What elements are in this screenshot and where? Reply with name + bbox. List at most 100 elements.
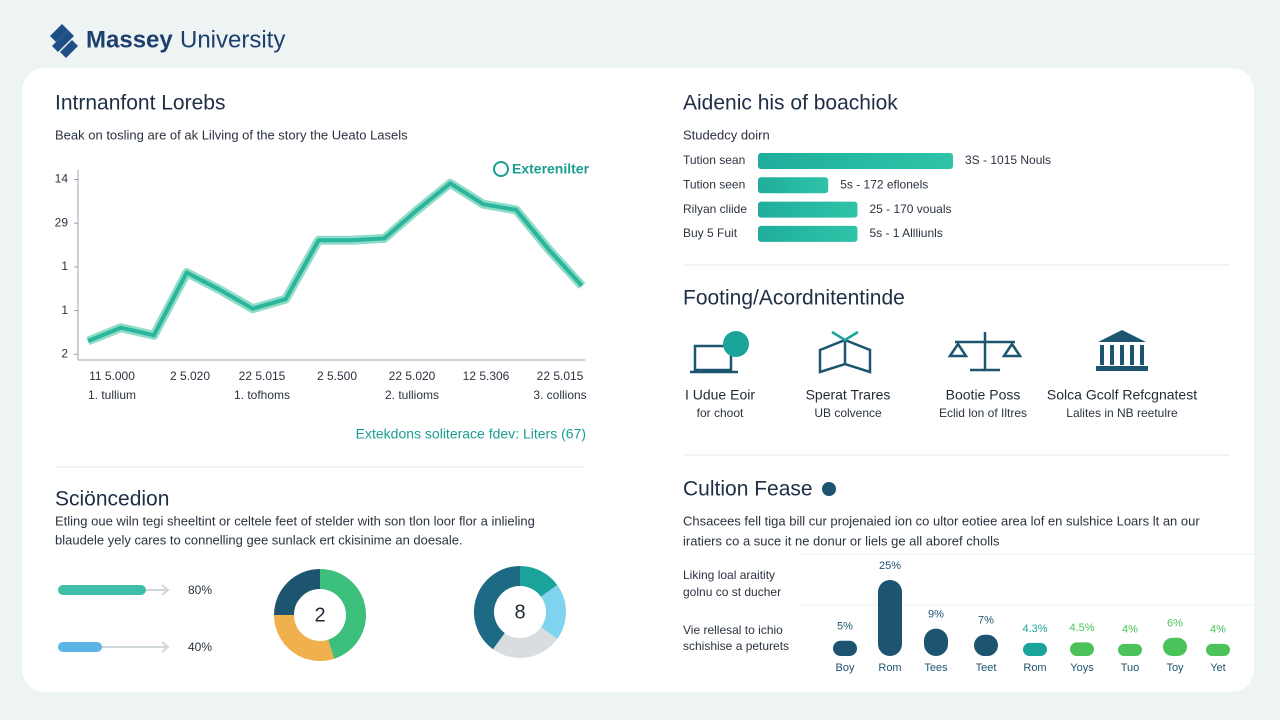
column-value-label: 4.3% bbox=[1022, 623, 1047, 635]
donut-segment bbox=[274, 569, 321, 616]
panel-title: Intrnanfont Lorebs bbox=[55, 92, 225, 115]
line bbox=[87, 181, 584, 343]
x-tick-label: 22 5.015 bbox=[239, 369, 286, 383]
y-tick-label: 1 bbox=[61, 259, 68, 273]
donut-segment bbox=[319, 569, 366, 659]
donut-hole bbox=[498, 590, 542, 634]
bar bbox=[758, 177, 829, 194]
x-tick-label: 22 5.015 bbox=[537, 369, 584, 383]
donut-hole bbox=[298, 593, 342, 637]
icon-laptop bbox=[690, 331, 749, 374]
panel-title: Footing/Acordnitentinde bbox=[683, 287, 905, 310]
x-tick-label: 2. tullioms bbox=[385, 388, 439, 402]
x-tick-label: 11 5.000 bbox=[89, 369, 135, 383]
column-value-label: 4% bbox=[1122, 624, 1138, 636]
panel-title: Aidenic his of boachiok bbox=[683, 92, 898, 115]
panel-title: Sciöncedion bbox=[55, 488, 169, 511]
column bbox=[1163, 637, 1187, 656]
progress-arrow bbox=[161, 584, 170, 596]
bar-value-label: 5s - 172 eflonels bbox=[840, 177, 928, 191]
bar-category: Tution seen bbox=[683, 177, 745, 191]
item-sub: Eclid lon of Iltres bbox=[939, 406, 1027, 420]
x-tick-label: Rom bbox=[1023, 662, 1046, 674]
donut-segment bbox=[474, 566, 521, 650]
donut-center: 8 bbox=[514, 601, 525, 623]
paragraph-line: Etling oue wiln tegi sheeltint or celtel… bbox=[55, 513, 535, 528]
x-tick-label: Rom bbox=[878, 662, 901, 674]
x-tick-label: 2 5.020 bbox=[170, 369, 210, 383]
chart-footer: Extekdons soliterace fdev: Liters (67) bbox=[356, 426, 586, 442]
bar-category: Tution sean bbox=[683, 153, 745, 167]
donut-segment bbox=[274, 614, 335, 661]
x-tick-label: Yoys bbox=[1070, 662, 1094, 674]
progress-label: 80% bbox=[188, 583, 212, 597]
icon-book bbox=[818, 330, 872, 374]
column-value-label: 4% bbox=[1210, 624, 1226, 636]
bar-value-label: 25 - 170 vouals bbox=[869, 202, 951, 216]
bar-value-label: 3S - 1015 Nouls bbox=[965, 153, 1051, 167]
panel-subtitle: Beak on tosling are of ak Lilving of the… bbox=[55, 127, 408, 142]
title-icon bbox=[822, 482, 836, 496]
note-line: schishise a peturets bbox=[683, 639, 789, 653]
bar-value-label: 5s - 1 Allliunls bbox=[869, 226, 942, 240]
x-tick-label: Yet bbox=[1210, 662, 1226, 674]
column-value-label: 25% bbox=[879, 560, 901, 572]
item-label: Solca Gcolf Refcgnatest bbox=[1047, 387, 1197, 403]
donut-segment bbox=[540, 584, 566, 640]
x-tick-label: 2 5.500 bbox=[317, 369, 357, 383]
column bbox=[878, 580, 902, 656]
column-value-label: 4.5% bbox=[1069, 622, 1094, 634]
bar bbox=[758, 225, 858, 242]
legend-label: Exterenilter bbox=[512, 161, 590, 177]
progress-bar bbox=[58, 642, 102, 652]
item-sub: for choot bbox=[697, 406, 744, 420]
x-tick-label: Tees bbox=[924, 662, 948, 674]
x-tick-label: Tuo bbox=[1121, 662, 1140, 674]
x-tick-label: 22 5.020 bbox=[389, 369, 436, 383]
bar-category: Rilyan cliide bbox=[683, 202, 747, 216]
note-line: Vie rellesal to ichio bbox=[683, 623, 783, 637]
donut-center: 2 bbox=[314, 604, 325, 626]
item-sub: Lalites in NB reetulre bbox=[1066, 406, 1178, 420]
progress-arrow bbox=[161, 641, 170, 653]
legend-icon bbox=[493, 161, 509, 177]
panel-title: Cultion Fease bbox=[683, 478, 813, 501]
x-tick-label: 3. collions bbox=[533, 388, 586, 402]
column bbox=[1070, 642, 1094, 656]
icon-scales bbox=[947, 332, 1023, 372]
paragraph-line: Chsacees fell tiga bill cur projenaied i… bbox=[683, 513, 1200, 528]
progress-bar bbox=[58, 585, 146, 595]
column bbox=[974, 634, 998, 656]
bar-category: Buy 5 Fuit bbox=[683, 226, 738, 240]
panel-subtitle: Studedcy doirn bbox=[683, 127, 770, 142]
x-tick-label: Boy bbox=[836, 662, 855, 674]
column-value-label: 6% bbox=[1167, 618, 1183, 630]
paragraph-line: blaudele yely cares to connelling gee su… bbox=[55, 532, 463, 547]
y-tick-label: 29 bbox=[55, 215, 69, 229]
column bbox=[1118, 643, 1142, 656]
column bbox=[924, 628, 948, 656]
y-tick-label: 1 bbox=[61, 303, 68, 317]
note-line: golnu co st ducher bbox=[683, 585, 781, 599]
column bbox=[1023, 642, 1047, 656]
paragraph-line: iratiers co a suce it ne donur or liels … bbox=[683, 533, 1000, 548]
x-tick-label: 1. tofhoms bbox=[234, 388, 290, 402]
x-tick-label: 12 5.306 bbox=[463, 369, 510, 383]
x-tick-label: 1. tullium bbox=[88, 388, 136, 402]
icon-building bbox=[1096, 330, 1148, 371]
item-label: Sperat Trares bbox=[806, 387, 891, 403]
logo-mark bbox=[50, 24, 78, 58]
column-value-label: 9% bbox=[928, 609, 944, 621]
x-tick-label: Toy bbox=[1166, 662, 1184, 674]
item-label: I Udue Eoir bbox=[685, 387, 755, 403]
donut-segment bbox=[492, 626, 558, 658]
column-value-label: 7% bbox=[978, 615, 994, 627]
column bbox=[833, 640, 857, 656]
column bbox=[1206, 643, 1230, 656]
x-tick-label: Teet bbox=[976, 662, 997, 674]
item-sub: UB colvence bbox=[814, 406, 882, 420]
y-tick-label: 2 bbox=[61, 346, 68, 360]
donut-segment bbox=[519, 566, 558, 598]
